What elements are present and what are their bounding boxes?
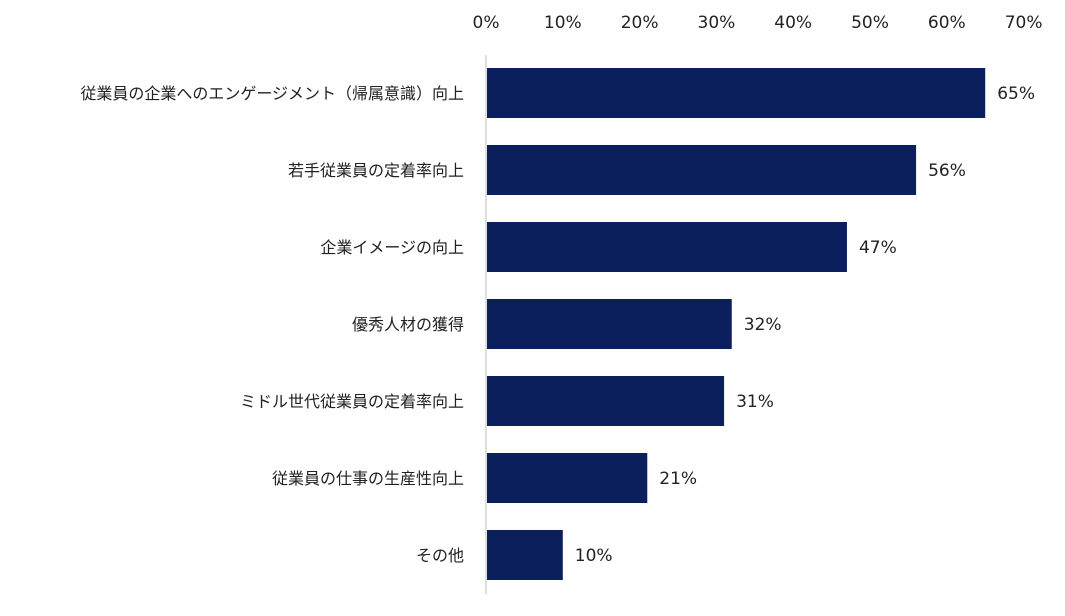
category-label: 従業員の企業へのエンゲージメント（帰属意識）向上 <box>80 84 464 103</box>
category-label: 企業イメージの向上 <box>320 238 464 257</box>
category-labels: 従業員の企業へのエンゲージメント（帰属意識）向上若手従業員の定着率向上企業イメー… <box>80 84 464 565</box>
data-labels: 65% 56% 47% 32% 31% 21% 10% <box>575 84 1035 566</box>
x-tick-label: 50% <box>851 13 889 33</box>
bar <box>487 145 917 195</box>
bar <box>487 299 732 349</box>
bars <box>487 68 986 580</box>
category-label: 従業員の仕事の生産性向上 <box>272 469 464 488</box>
category-label: その他 <box>416 546 464 565</box>
bar <box>487 376 725 426</box>
x-tick-label: 70% <box>1005 13 1043 33</box>
data-label: 56% <box>928 161 966 181</box>
category-label: 優秀人材の獲得 <box>352 315 464 334</box>
data-label: 32% <box>744 315 782 335</box>
bar <box>487 68 986 118</box>
category-label: 若手従業員の定着率向上 <box>288 161 464 180</box>
x-tick-label: 10% <box>544 13 582 33</box>
x-tick-label: 0% <box>473 13 500 33</box>
data-label: 65% <box>997 84 1035 104</box>
bar <box>487 530 563 580</box>
data-label: 31% <box>736 392 774 412</box>
x-axis-ticks: 0% 10% 20% 30% 40% 50% 60% 70% <box>473 13 1043 33</box>
category-label: ミドル世代従業員の定着率向上 <box>240 392 464 411</box>
data-label: 21% <box>659 469 697 489</box>
x-tick-label: 60% <box>928 13 966 33</box>
data-label: 10% <box>575 546 613 566</box>
data-label: 47% <box>859 238 897 258</box>
bar <box>487 453 648 503</box>
x-tick-label: 20% <box>621 13 659 33</box>
x-tick-label: 40% <box>774 13 812 33</box>
x-tick-label: 30% <box>698 13 736 33</box>
bar <box>487 222 847 272</box>
